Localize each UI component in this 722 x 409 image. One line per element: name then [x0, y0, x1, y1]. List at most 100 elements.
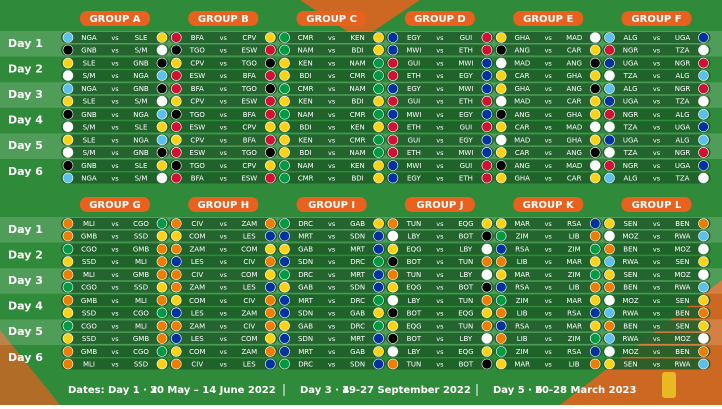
match-row: [277, 218, 386, 229]
away-team: ANG: [566, 60, 581, 68]
away-team: S/M: [135, 98, 148, 106]
away-team: MAD: [566, 123, 582, 131]
flag: [495, 160, 507, 171]
vs: vs: [111, 111, 119, 119]
home-team: GUI: [408, 136, 421, 144]
match-row: [494, 160, 603, 171]
flag: [279, 134, 290, 146]
flag: [171, 307, 182, 319]
flag: [156, 95, 168, 107]
away-team: GNB: [133, 85, 149, 93]
home-team: SDN: [298, 258, 313, 266]
vs: vs: [653, 361, 661, 369]
home-team: NGR: [623, 162, 639, 170]
flag: [373, 44, 384, 56]
away-team: UGA: [675, 123, 691, 131]
match-row: [494, 83, 603, 95]
away-team: GUI: [460, 123, 473, 131]
vs: vs: [653, 72, 661, 80]
flag: [279, 281, 290, 293]
flag: [62, 44, 74, 56]
vs: vs: [220, 162, 228, 170]
flag: [171, 44, 182, 56]
vs: vs: [220, 220, 228, 228]
home-team: UGA: [623, 60, 639, 68]
match-row: [277, 70, 386, 82]
group-title: GROUP K: [523, 200, 575, 211]
flag: [62, 333, 74, 344]
away-team: MRT: [350, 246, 365, 254]
flag: [589, 346, 601, 357]
home-team: LBY: [408, 233, 421, 241]
period-dates: 20-28 March 2023: [535, 385, 636, 396]
home-team: COM: [189, 348, 205, 356]
flag: [589, 83, 601, 94]
vs: vs: [545, 123, 553, 131]
match-row: [277, 172, 386, 184]
match-row: [385, 146, 494, 158]
flag: [481, 44, 493, 56]
match-row: [602, 320, 711, 332]
home-team: MLI: [83, 220, 95, 228]
home-team: GUI: [408, 60, 421, 68]
home-team: ETH: [407, 123, 421, 131]
flag: [604, 121, 615, 133]
vs: vs: [436, 335, 444, 343]
flag: [481, 281, 493, 293]
flag: [604, 172, 615, 184]
flag: [373, 230, 384, 242]
match-row: [602, 243, 711, 255]
home-team: GMB: [81, 233, 97, 241]
match-row: [602, 269, 711, 281]
flag: [62, 121, 74, 133]
flag: [481, 346, 493, 357]
home-team: RWA: [623, 258, 639, 266]
flag: [387, 294, 399, 306]
home-team: LIB: [517, 335, 528, 343]
flag: [62, 134, 74, 146]
match-row: [169, 218, 278, 229]
home-team: CMR: [298, 175, 314, 183]
flag: [698, 121, 709, 133]
flag: [279, 269, 290, 281]
home-team: ESW: [189, 149, 205, 157]
vs: vs: [545, 72, 553, 80]
flag: [698, 320, 709, 332]
group-title: GROUP F: [631, 14, 681, 25]
match-row: [61, 307, 169, 319]
match-row: [602, 121, 711, 133]
match-row: [602, 70, 711, 82]
flag: [698, 109, 709, 120]
group-header: [404, 197, 475, 212]
flag: [373, 307, 384, 319]
match-row: [385, 121, 494, 133]
vs: vs: [545, 175, 553, 183]
home-team: RSA: [515, 284, 529, 292]
home-team: EGY: [407, 85, 421, 93]
flag: [279, 218, 290, 229]
match-row: [602, 57, 711, 69]
flag: [495, 134, 507, 146]
match-row: [169, 95, 278, 107]
match-row: [385, 218, 494, 229]
flag: [279, 230, 290, 242]
decor: [0, 330, 60, 405]
match-row: [169, 134, 278, 146]
vs: vs: [328, 149, 336, 157]
group-header: [404, 11, 475, 26]
home-team: SDN: [298, 335, 313, 343]
vs: vs: [653, 348, 661, 356]
match-row: [61, 281, 169, 293]
match-row: [61, 332, 169, 344]
away-team: ETH: [459, 98, 473, 106]
flag: [495, 57, 507, 69]
home-team: LBY: [408, 348, 421, 356]
day-label: Day 6: [8, 165, 43, 178]
flag: [481, 230, 493, 242]
flag: [279, 44, 290, 56]
vs: vs: [111, 297, 119, 305]
away-team: RWA: [675, 233, 691, 241]
away-team: ZIM: [568, 271, 581, 279]
flag: [171, 147, 182, 158]
group-title: GROUP H: [197, 200, 249, 211]
